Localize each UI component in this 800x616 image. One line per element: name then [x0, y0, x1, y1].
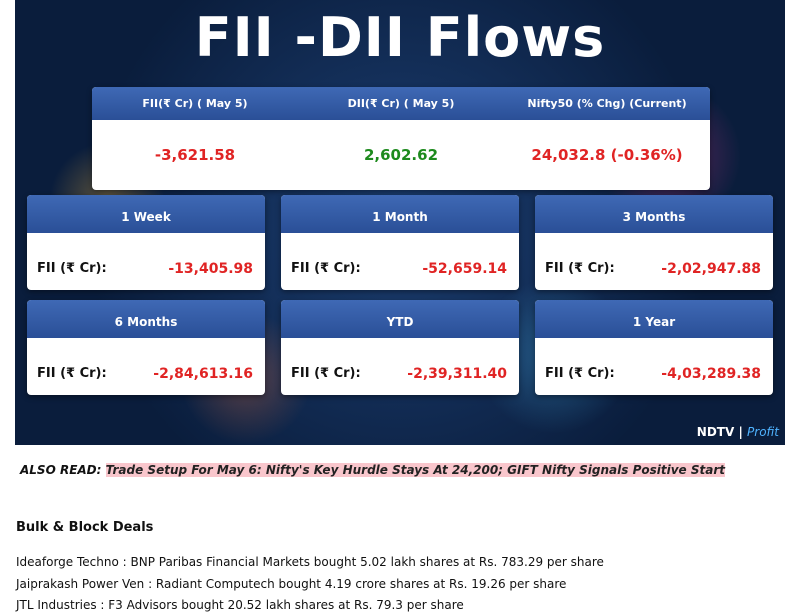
- period-card: 1 Week FII (₹ Cr): -13,405.98: [27, 195, 265, 290]
- period-value: -2,84,613.16: [153, 366, 253, 382]
- summary-value: -3,621.58: [154, 146, 236, 164]
- period-card: 1 Month FII (₹ Cr): -52,659.14: [281, 195, 519, 290]
- logo: NDTV | Profit: [696, 425, 779, 439]
- period-label: FII (₹ Cr):: [291, 261, 361, 276]
- also-read: ALSO READ: Trade Setup For May 6: Nifty'…: [20, 463, 725, 477]
- banner-title: FII -DII Flows: [194, 6, 606, 69]
- period-title: 1 Year: [535, 300, 773, 338]
- period-label: FII (₹ Cr):: [291, 366, 361, 381]
- also-read-prefix: ALSO READ:: [20, 463, 102, 477]
- period-label: FII (₹ Cr):: [37, 261, 107, 276]
- period-label: FII (₹ Cr):: [37, 366, 107, 381]
- summary-label: Nifty50 (% Chg) (Current): [504, 87, 710, 120]
- summary-col: Nifty50 (% Chg) (Current) 24,032.8 (-0.3…: [504, 87, 710, 190]
- period-value: -4,03,289.38: [661, 366, 761, 382]
- period-title: 1 Week: [27, 195, 265, 233]
- period-label: FII (₹ Cr):: [545, 366, 615, 381]
- period-title: 6 Months: [27, 300, 265, 338]
- summary-value: 24,032.8 (-0.36%): [531, 146, 683, 164]
- period-title: 1 Month: [281, 195, 519, 233]
- summary-card: FII(₹ Cr) ( May 5) -3,621.58 DII(₹ Cr) (…: [92, 87, 710, 190]
- also-read-link[interactable]: Trade Setup For May 6: Nifty's Key Hurdl…: [105, 463, 725, 477]
- period-label: FII (₹ Cr):: [545, 261, 615, 276]
- period-card: 1 Year FII (₹ Cr): -4,03,289.38: [535, 300, 773, 395]
- period-value: -2,02,947.88: [661, 261, 761, 277]
- summary-col: DII(₹ Cr) ( May 5) 2,602.62: [298, 87, 504, 190]
- period-card: 6 Months FII (₹ Cr): -2,84,613.16: [27, 300, 265, 395]
- deal-item: Jaiprakash Power Ven : Radiant Computech…: [16, 576, 567, 591]
- period-card: YTD FII (₹ Cr): -2,39,311.40: [281, 300, 519, 395]
- deal-item: JTL Industries : F3 Advisors bought 20.5…: [16, 598, 464, 612]
- logo-brand: NDTV: [696, 425, 735, 439]
- period-card: 3 Months FII (₹ Cr): -2,02,947.88: [535, 195, 773, 290]
- logo-sub: Profit: [747, 425, 779, 439]
- summary-label: DII(₹ Cr) ( May 5): [298, 87, 504, 120]
- summary-col: FII(₹ Cr) ( May 5) -3,621.58: [92, 87, 298, 190]
- summary-label: FII(₹ Cr) ( May 5): [92, 87, 298, 120]
- period-title: YTD: [281, 300, 519, 338]
- section-heading: Bulk & Block Deals: [16, 520, 154, 535]
- deal-item: Ideaforge Techno : BNP Paribas Financial…: [16, 555, 604, 569]
- period-value: -52,659.14: [422, 261, 507, 277]
- banner: FII -DII Flows FII(₹ Cr) ( May 5) -3,621…: [15, 0, 785, 445]
- summary-value: 2,602.62: [363, 146, 439, 164]
- period-value: -13,405.98: [168, 261, 253, 277]
- period-value: -2,39,311.40: [407, 366, 507, 382]
- period-title: 3 Months: [535, 195, 773, 233]
